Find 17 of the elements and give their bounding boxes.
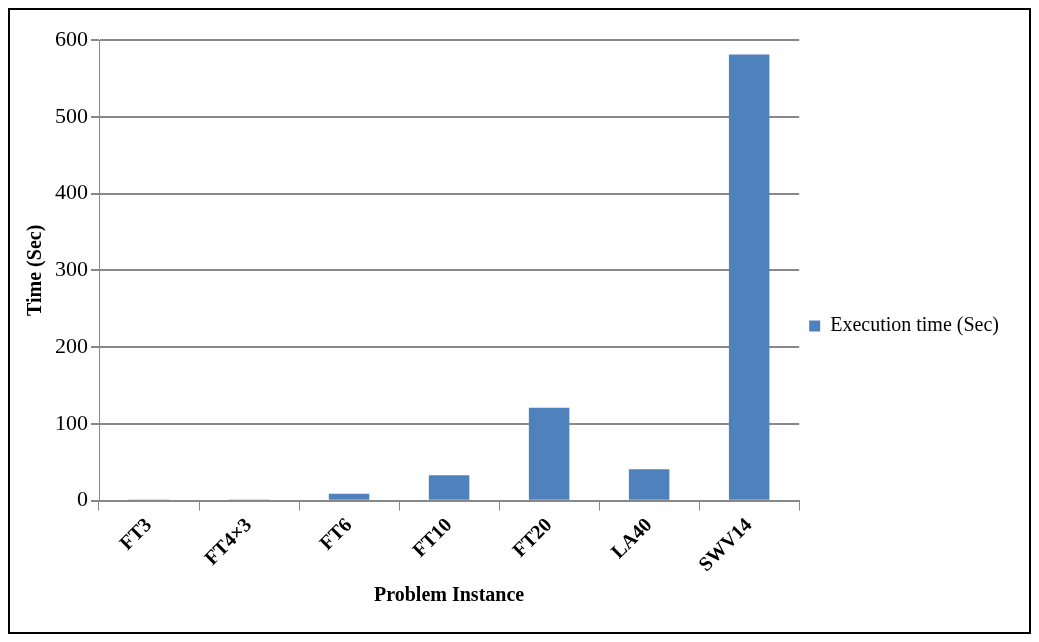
bar [628,469,670,500]
x-axis-title: Problem Instance [373,583,525,606]
y-tick-label: 200 [55,332,88,358]
y-tick-label: 0 [77,486,88,512]
bar [428,475,470,500]
x-tick-label: FT3 [114,513,156,554]
y-tick-label: 600 [55,25,88,51]
y-axis-title: Time (Sec) [23,224,47,316]
y-tick-label: 400 [55,179,88,205]
bar [528,407,570,500]
legend-label: Execution time (Sec) [830,313,999,337]
bar [328,493,370,500]
x-tick-label: FT6 [314,513,356,554]
y-tick-label: 100 [55,409,88,435]
y-tick-label: 300 [55,256,88,282]
y-tick-label: 500 [55,102,88,128]
bar [728,54,770,500]
